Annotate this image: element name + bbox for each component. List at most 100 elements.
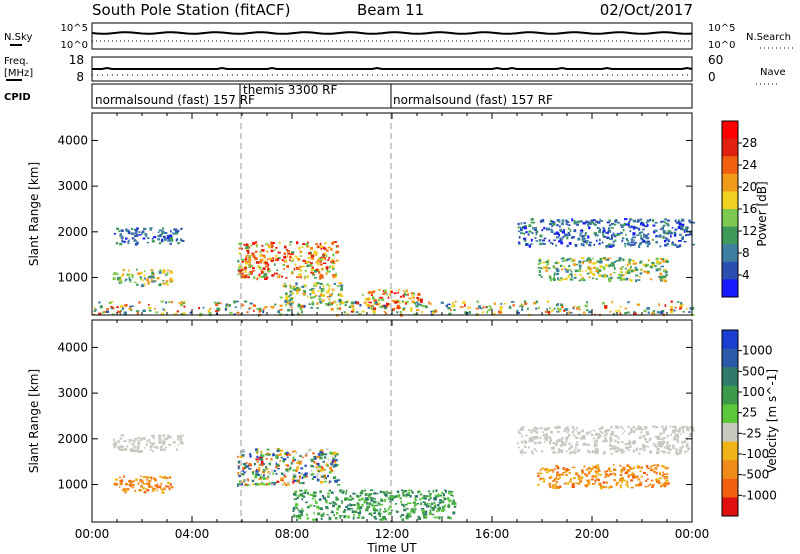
heatmap-cell [517, 222, 520, 226]
heatmap-cell [272, 452, 275, 455]
heatmap-cell [415, 309, 420, 312]
heatmap-cell [316, 478, 320, 482]
heatmap-cell [604, 257, 607, 261]
heatmap-cell [245, 483, 248, 486]
colorbar-tick-label: -25 [742, 426, 762, 440]
heatmap-cell [566, 244, 569, 248]
heatmap-cell [289, 302, 293, 306]
heatmap-cell [681, 228, 685, 231]
heatmap-cell [148, 485, 152, 488]
heatmap-cell [122, 273, 124, 276]
heatmap-cell [606, 432, 609, 435]
heatmap-cell [357, 504, 360, 508]
heatmap-cell [396, 299, 400, 302]
heatmap-cell [255, 473, 259, 476]
heatmap-cell [199, 312, 203, 316]
heatmap-cell [134, 234, 138, 237]
heatmap-cell [364, 497, 368, 501]
heatmap-cell [430, 310, 433, 313]
heatmap-cell [422, 501, 426, 503]
heatmap-cell [242, 467, 246, 470]
heatmap-cell [275, 272, 278, 275]
heatmap-cell [261, 244, 264, 247]
heatmap-cell [248, 265, 251, 268]
heatmap-cell [164, 309, 166, 312]
heatmap-cell [146, 237, 150, 240]
heatmap-cell [292, 509, 295, 513]
heatmap-cell [546, 308, 548, 311]
heatmap-cell [543, 440, 546, 443]
heatmap-cell [598, 473, 602, 476]
heatmap-cell [528, 244, 532, 248]
heatmap-cell [565, 223, 568, 225]
heatmap-cell [581, 436, 584, 440]
heatmap-cell [637, 279, 641, 281]
heatmap-cell [671, 241, 674, 244]
heatmap-cell [292, 257, 295, 261]
colorbar-swatch [722, 191, 738, 210]
heatmap-cell [549, 436, 552, 439]
heatmap-cell [518, 432, 522, 435]
heatmap-cell [678, 219, 680, 221]
heatmap-cell [605, 429, 609, 432]
heatmap-cell [438, 517, 441, 520]
heatmap-cell [598, 483, 601, 486]
heatmap-cell [149, 227, 153, 229]
heatmap-cell [169, 234, 173, 237]
heatmap-cell [241, 258, 244, 262]
heatmap-cell [137, 444, 140, 448]
heatmap-cell [284, 285, 287, 288]
heatmap-cell [114, 483, 118, 486]
heatmap-cell [557, 477, 560, 480]
heatmap-cell [241, 260, 245, 263]
heatmap-cell [552, 265, 555, 267]
heatmap-cell [402, 294, 405, 296]
heatmap-cell [633, 312, 637, 315]
heatmap-cell [151, 490, 155, 492]
heatmap-cell [272, 242, 275, 244]
heatmap-cell [534, 436, 537, 439]
heatmap-cell [545, 427, 549, 431]
heatmap-cell [311, 302, 315, 306]
heatmap-cell [562, 471, 565, 474]
heatmap-cell [651, 464, 654, 467]
heatmap-cell [568, 434, 570, 437]
heatmap-cell [245, 243, 249, 246]
colorbar-swatch [722, 404, 738, 424]
heatmap-cell [325, 499, 328, 502]
heatmap-cell [655, 445, 659, 448]
heatmap-cell [333, 241, 335, 244]
heatmap-cell [452, 495, 454, 497]
heatmap-cell [611, 243, 615, 246]
heatmap-cell [642, 444, 645, 447]
heatmap-cell [296, 518, 298, 521]
heatmap-cell [162, 448, 167, 451]
heatmap-cell [621, 239, 624, 243]
colorbar-tick-label: 28 [742, 136, 757, 150]
heatmap-cell [123, 475, 125, 478]
heatmap-cell [524, 441, 528, 444]
heatmap-cell [160, 487, 162, 490]
heatmap-cell [264, 277, 268, 280]
heatmap-cell [571, 483, 575, 487]
heatmap-cell [327, 303, 329, 306]
heatmap-cell [568, 442, 571, 445]
heatmap-cell [313, 277, 317, 279]
heatmap-cell [315, 243, 318, 246]
heatmap-cell [625, 446, 629, 450]
heatmap-cell [385, 312, 387, 315]
heatmap-cell [686, 449, 689, 453]
heatmap-cell [665, 467, 669, 470]
heatmap-cell [139, 450, 143, 453]
heatmap-cell [300, 510, 303, 514]
heatmap-cell [617, 233, 621, 236]
cpid-frame [91, 83, 693, 109]
heatmap-cell [252, 483, 255, 486]
heatmap-cell [156, 446, 159, 450]
heatmap-cell [588, 450, 591, 454]
heatmap-cell [179, 238, 183, 242]
heatmap-cell [622, 228, 625, 232]
heatmap-cell [326, 249, 329, 252]
heatmap-cell [627, 240, 629, 243]
heatmap-cell [341, 491, 345, 494]
